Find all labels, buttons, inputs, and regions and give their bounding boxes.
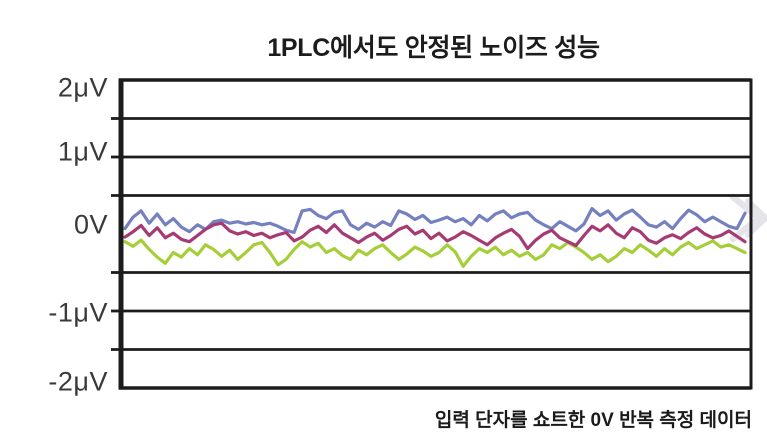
noise-trace-run-3 bbox=[123, 221, 747, 251]
y-axis-label: 0V bbox=[73, 209, 108, 240]
chevron-right-watermark-icon bbox=[729, 193, 763, 243]
chart-caption: 입력 단자를 쇼트한 0V 반복 측정 데이터 bbox=[434, 410, 752, 431]
chevron-right-watermark-icon bbox=[745, 198, 767, 238]
noise-trace-run-1 bbox=[123, 207, 747, 235]
chart-title: 1PLC에서도 안정된 노이즈 성능 bbox=[267, 34, 600, 62]
y-axis-label: -1μV bbox=[48, 297, 108, 328]
y-axis-label: 1μV bbox=[57, 136, 108, 167]
noise-trace-run-2 bbox=[123, 238, 747, 268]
y-axis-label: 2μV bbox=[57, 72, 108, 103]
y-axis-label: -2μV bbox=[48, 366, 108, 397]
